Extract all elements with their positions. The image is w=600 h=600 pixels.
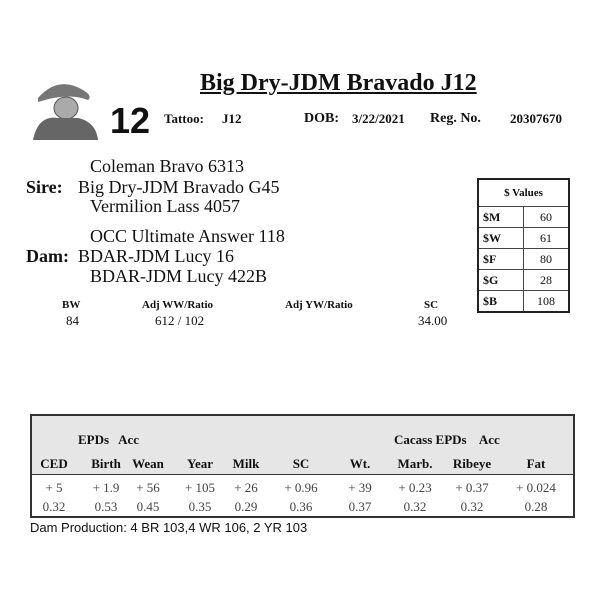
epd-column-header: CED	[40, 456, 68, 471]
values-row: $B 108	[477, 290, 570, 313]
epd-accuracy: 0.32	[403, 499, 427, 514]
sc-value: 34.00	[418, 313, 448, 328]
value-num: 61	[523, 227, 570, 249]
bw-value: 84	[66, 313, 79, 328]
epd-column-header: Year	[187, 456, 213, 471]
epd-accuracy: 0.53	[94, 499, 118, 514]
epd-value: + 105	[184, 480, 216, 495]
tattoo-label: Tattoo:	[164, 111, 204, 126]
epd-accuracy: 0.28	[524, 499, 548, 514]
epd-value: + 0.96	[284, 480, 318, 495]
epd-column-header: Marb.	[397, 456, 433, 471]
lot-number: 12	[110, 100, 151, 141]
epd-accuracy: 0.45	[136, 499, 160, 514]
values-row: $F 80	[477, 248, 570, 270]
dam-sire: OCC Ultimate Answer 118	[90, 226, 285, 246]
epd-table: EPDs Acc Cacass EPDs Acc CED + 5 0.32 Birth…	[30, 414, 575, 518]
epd-value: + 5	[45, 480, 63, 495]
epd-value: + 0.024	[516, 480, 556, 495]
epd-accuracy: 0.36	[289, 499, 313, 514]
value-num: 108	[523, 290, 570, 313]
values-row: $M 60	[477, 206, 570, 228]
dob-label: DOB:	[304, 111, 339, 126]
epd-value: + 1.9	[92, 480, 120, 495]
sire: Big Dry-JDM Bravado G45	[78, 177, 280, 197]
value-key: $B	[477, 290, 524, 313]
value-key: $F	[477, 248, 524, 270]
epd-column-header: Milk	[232, 456, 260, 471]
sire-sire: Coleman Bravo 6313	[90, 156, 244, 176]
epd-header: EPDs Acc Cacass EPDs Acc	[32, 416, 573, 475]
epd-value: + 0.23	[398, 480, 432, 495]
carcass-group-label: Cacass EPDs Acc	[394, 432, 500, 447]
values-header: $ Values	[477, 178, 570, 207]
value-key: $M	[477, 206, 524, 228]
epd-column-header: Wean	[132, 456, 164, 471]
ww-label: Adj WW/Ratio	[142, 299, 213, 311]
epd-column-header: Wt.	[349, 456, 371, 471]
epd-accuracy: 0.37	[348, 499, 372, 514]
sc-label: SC	[424, 299, 439, 311]
cowboy-logo-icon	[33, 84, 98, 140]
sire-dam: Vermilion Lass 4057	[90, 196, 240, 216]
bw-label: BW	[62, 299, 81, 311]
animal-name: Big Dry-JDM Bravado J12	[200, 70, 477, 96]
yw-label: Adj YW/Ratio	[285, 299, 353, 311]
epd-column-header: Birth	[91, 456, 121, 471]
value-num: 80	[523, 248, 570, 270]
dob-value: 3/22/2021	[352, 111, 405, 126]
value-num: 28	[523, 269, 570, 291]
dam-dam: BDAR-JDM Lucy 422B	[90, 266, 268, 286]
dollar-values-table: $ Values $M 60 $W 61 $F 80 $G 28 $B 108	[477, 178, 570, 313]
tattoo-value: J12	[222, 111, 242, 126]
sire-label: Sire:	[26, 177, 63, 197]
epd-accuracy: 0.32	[42, 499, 66, 514]
ww-value: 612 / 102	[155, 313, 205, 328]
value-key: $G	[477, 269, 524, 291]
values-row: $W 61	[477, 227, 570, 249]
epd-value: + 0.37	[455, 480, 489, 495]
dam: BDAR-JDM Lucy 16	[78, 246, 234, 266]
value-key: $W	[477, 227, 524, 249]
value-num: 60	[523, 206, 570, 228]
epd-group-label: EPDs Acc	[78, 432, 140, 447]
epd-value: + 39	[348, 480, 372, 495]
epd-accuracy: 0.35	[188, 499, 212, 514]
values-row: $G 28	[477, 269, 570, 291]
dam-production: Dam Production: 4 BR 103,4 WR 106, 2 YR …	[30, 520, 308, 535]
epd-accuracy: 0.32	[460, 499, 484, 514]
epd-column-header: SC	[292, 456, 310, 471]
dam-label: Dam:	[26, 246, 69, 266]
epd-column-header: Ribeye	[452, 456, 492, 471]
epd-column-header: Fat	[526, 456, 546, 471]
epd-value: + 26	[234, 480, 258, 495]
reg-value: 20307670	[510, 111, 562, 126]
reg-label: Reg. No.	[430, 111, 481, 126]
epd-value: + 56	[136, 480, 160, 495]
epd-accuracy: 0.29	[234, 499, 258, 514]
